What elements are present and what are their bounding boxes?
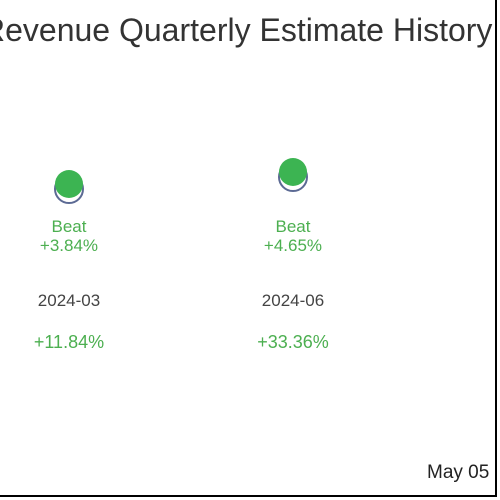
surprise-label-2: +4.65% [264, 236, 322, 255]
marker-dot-1 [55, 170, 83, 198]
result-label-1: Beat [52, 217, 87, 236]
footer-date: May 05 [427, 462, 490, 483]
result-label-2: Beat [276, 217, 311, 236]
surprise-label-1: +3.84% [40, 236, 98, 255]
period-label-2: 2024-06 [262, 291, 324, 310]
chart-title: Revenue Quarterly Estimate History [0, 12, 493, 48]
marker-dot-2 [279, 158, 307, 186]
change-label-2: +33.36% [257, 332, 329, 352]
period-label-1: 2024-03 [38, 291, 100, 310]
change-label-1: +11.84% [34, 332, 104, 352]
